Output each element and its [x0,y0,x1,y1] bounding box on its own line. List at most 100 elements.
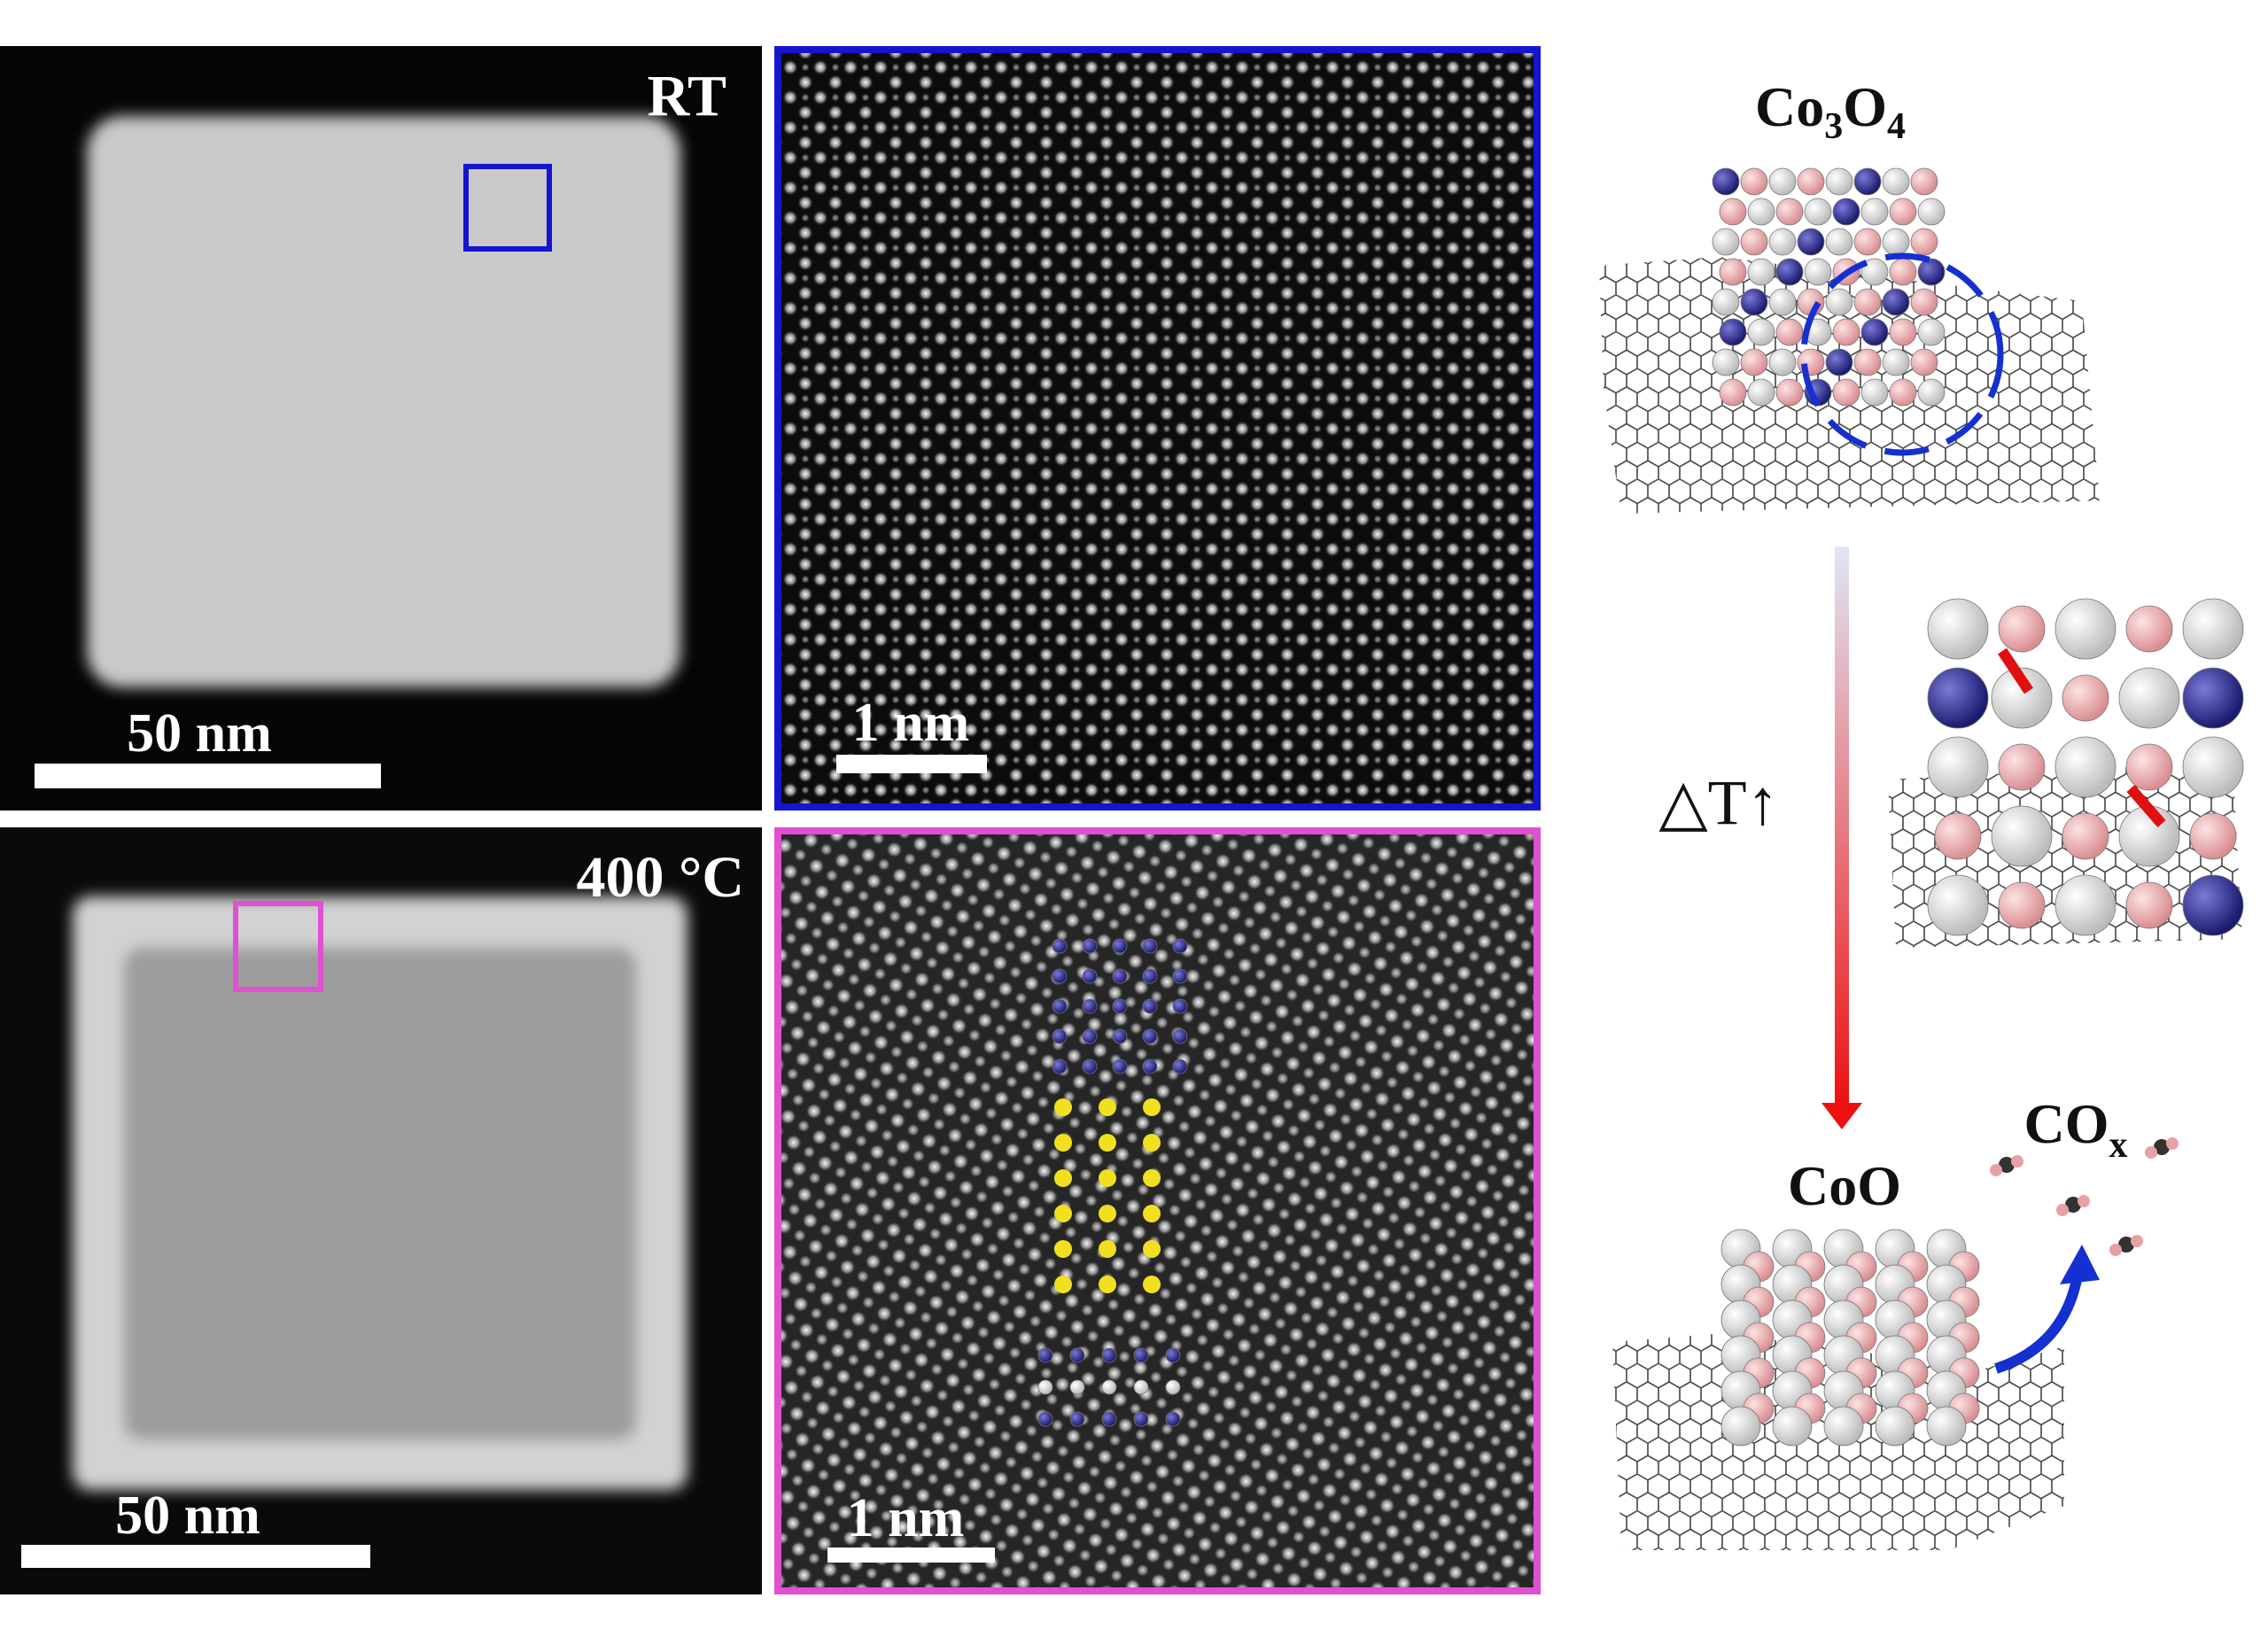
atom [1172,968,1188,984]
atom [1927,598,1989,660]
atom [1054,1240,1072,1258]
crystal-model [1712,167,1946,407]
phase-label: CoO [1788,1154,1901,1217]
atom [1775,258,1804,286]
atom [2125,743,2173,791]
atom [1037,1347,1053,1363]
atom [2062,812,2109,860]
atom [2054,736,2117,798]
atom [2182,874,2244,936]
atom [1927,667,1989,729]
scale-label: 50 nm [127,703,272,764]
atom [1853,228,1882,256]
atom [1825,167,1853,196]
atom [1099,1098,1116,1116]
atom [1172,1028,1188,1044]
atom [1927,874,1989,936]
atom [1101,1379,1117,1395]
zoom-box [233,901,323,992]
structure-overlay [1037,938,1188,1427]
atom [1712,288,1740,316]
atom [1112,1028,1128,1044]
atom [1719,258,1747,286]
atom [1927,736,1989,798]
atom [1990,1164,2002,1176]
heating-label: △T↑ [1658,767,1778,838]
atom [1832,198,1860,226]
atom [1775,378,1804,407]
atom [1054,1205,1072,1222]
atom [1052,1028,1068,1044]
atom [1142,998,1158,1014]
atom [1712,228,1740,256]
atom [1143,1240,1161,1258]
atom [2125,605,2173,653]
atom [1772,1406,1813,1447]
heating-arrow [1835,547,1849,1105]
atom [1882,167,1910,196]
atom [1054,1276,1072,1293]
crystal-model [1927,598,2244,936]
atom [1082,938,1098,954]
scale-label: 50 nm [115,1485,260,1546]
atom [1172,938,1188,954]
atom [1101,1347,1117,1363]
atom [1768,228,1797,256]
particle-core [124,948,636,1439]
atom [1712,348,1740,376]
atom [1926,1406,1967,1447]
atom [1998,605,2046,653]
atom [1082,968,1098,984]
atom [2154,1139,2170,1155]
atom [2065,1197,2081,1213]
atom [1860,198,1889,226]
scale-bar [836,755,987,773]
atom [1143,1098,1161,1116]
atom [1740,228,1768,256]
atom [1082,1059,1098,1074]
atom [1037,1379,1053,1395]
atom [1099,1240,1116,1258]
atom [2125,881,2173,929]
atom [1797,228,1825,256]
release-arrow [1994,1274,2083,1374]
atom [1054,1098,1072,1116]
atom [1052,938,1068,954]
atom [1917,318,1946,346]
atom [1825,348,1853,376]
atom [1917,198,1946,226]
atom [1832,318,1860,346]
atom [1165,1411,1181,1427]
atom [1165,1347,1181,1363]
atom [1099,1169,1116,1187]
formula-part: O [1843,75,1887,138]
atom [1804,258,1832,286]
atom [1719,378,1747,407]
atom [1142,1059,1158,1074]
atom [1999,1157,2015,1173]
atom [1889,318,1917,346]
atom [1860,378,1889,407]
atom [1719,198,1747,226]
atom [1099,1205,1116,1222]
atom [1099,1276,1116,1293]
atom [1720,1406,1761,1447]
atom [1991,805,2053,867]
atom [1910,228,1938,256]
atom [1712,167,1740,196]
atom [1143,1169,1161,1187]
atom [1825,228,1853,256]
atom [1719,318,1747,346]
atom [2056,1204,2069,1216]
atom [1112,1059,1128,1074]
atom [1740,348,1768,376]
atom [1740,167,1768,196]
atom [1143,1276,1161,1293]
atom [1082,998,1098,1014]
atom [1069,1379,1085,1395]
atom [1768,167,1797,196]
particle [87,116,680,687]
atom [1099,1134,1116,1152]
atom [1052,1059,1068,1074]
